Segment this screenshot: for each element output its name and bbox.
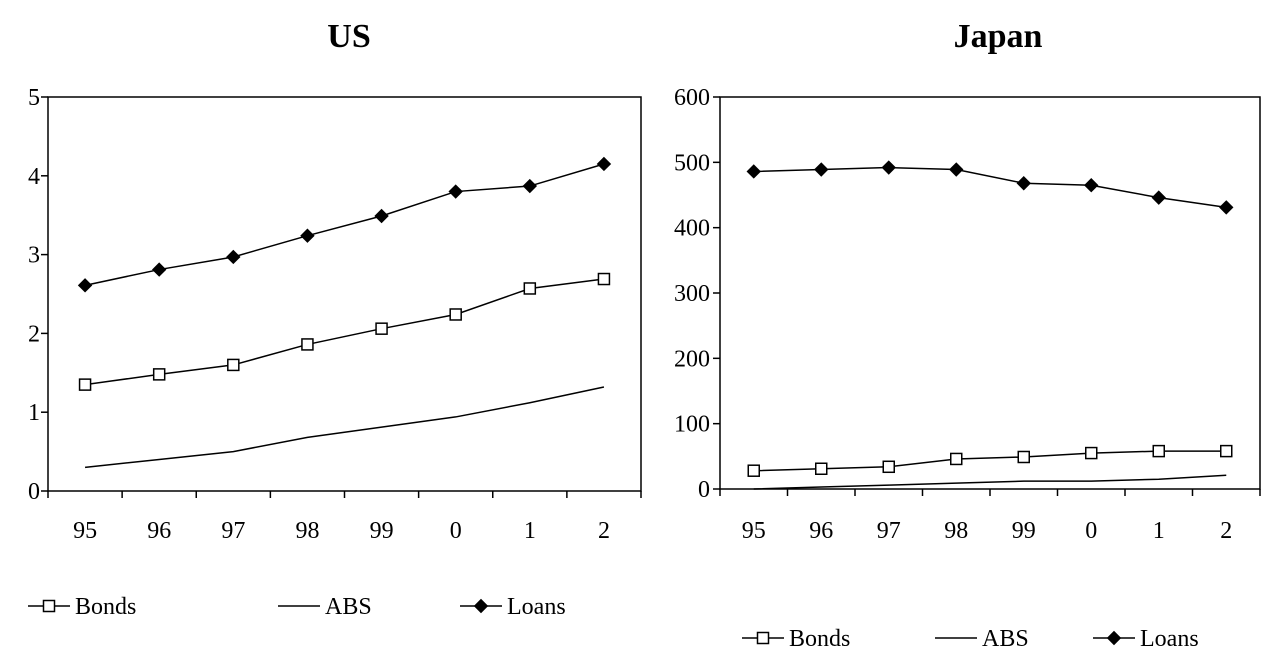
legend-label-loans: Loans — [1140, 626, 1199, 651]
legend-label-abs: ABS — [982, 626, 1029, 651]
data-point-loans — [522, 178, 538, 194]
data-point-bonds — [1085, 446, 1098, 460]
data-point-bonds — [1220, 444, 1233, 458]
data-point-loans — [300, 228, 315, 243]
y-tick-label: 0 — [28, 479, 40, 505]
chart-japan: Japan 0 100 200 300 400 500 600 95 96 97 98 99 0 1 2 B… — [674, 18, 1261, 651]
y-tick-label: 400 — [674, 216, 710, 242]
y-tick-label: 600 — [674, 85, 710, 111]
chart-us: US 0 1 2 3 4 5 95 96 97 98 99 0 1 2 Bonds ABS Loans — [28, 18, 642, 620]
y-tick-label: 200 — [674, 346, 710, 372]
x-tick-label: 95 — [742, 518, 766, 544]
y-tick-label: 5 — [28, 85, 40, 111]
data-point-loans — [1219, 200, 1234, 215]
x-tick-label: 98 — [295, 518, 319, 544]
data-point-bonds — [523, 282, 537, 295]
chart-title: Japan — [954, 18, 1043, 55]
legend-label-abs: ABS — [325, 594, 372, 620]
data-point-bonds — [882, 460, 895, 474]
x-tick-label: 0 — [450, 518, 462, 544]
x-tick-label: 1 — [524, 518, 536, 544]
x-tick-label: 96 — [147, 518, 171, 544]
series-line-bonds — [84, 278, 605, 386]
y-tick-label: 100 — [674, 412, 710, 438]
legend-label-bonds: Bonds — [75, 594, 136, 620]
data-point-loans — [77, 278, 93, 293]
data-point-loans — [881, 160, 896, 175]
data-point-loans — [226, 249, 241, 265]
chart-title: US — [327, 18, 370, 55]
data-point-loans — [746, 164, 761, 179]
legend-marker-bonds — [42, 599, 56, 613]
x-tick-label: 99 — [1012, 518, 1036, 544]
y-tick-label: 2 — [28, 321, 40, 347]
data-point-loans — [448, 184, 463, 199]
data-point-bonds — [747, 464, 760, 477]
legend-marker-bonds — [756, 631, 770, 645]
y-tick-label: 500 — [674, 150, 710, 176]
x-tick-label: 1 — [1153, 518, 1165, 544]
legend-label-bonds: Bonds — [789, 626, 850, 651]
data-point-bonds — [597, 272, 611, 286]
data-point-bonds — [78, 378, 92, 391]
data-point-loans — [1151, 190, 1166, 205]
x-tick-label: 2 — [598, 518, 610, 544]
data-point-bonds — [227, 358, 240, 372]
y-tick-label: 300 — [674, 281, 710, 307]
series-line-loans — [84, 163, 605, 287]
y-tick-label: 0 — [698, 477, 710, 503]
data-point-loans — [1016, 176, 1031, 191]
legend-marker-loans — [1106, 630, 1122, 646]
x-tick-label: 2 — [1220, 518, 1232, 544]
data-point-loans — [374, 208, 389, 224]
series-line-loans — [753, 166, 1227, 209]
data-point-bonds — [815, 462, 828, 475]
y-tick-label: 4 — [28, 164, 40, 190]
legend-label-loans: Loans — [507, 594, 566, 620]
data-point-bonds — [152, 368, 166, 381]
x-tick-label: 99 — [370, 518, 394, 544]
data-point-bonds — [950, 452, 963, 466]
y-tick-label: 3 — [28, 243, 40, 269]
data-point-bonds — [301, 338, 314, 351]
x-tick-label: 98 — [944, 518, 968, 544]
data-point-bonds — [1017, 450, 1030, 464]
data-point-bonds — [1152, 444, 1165, 458]
data-point-bonds — [375, 322, 388, 335]
data-point-loans — [949, 162, 964, 177]
y-tick-label: 1 — [28, 400, 40, 426]
data-point-loans — [1084, 177, 1099, 193]
series-line-abs — [753, 474, 1227, 490]
series-line-bonds — [753, 450, 1227, 472]
legend-marker-loans — [473, 598, 489, 614]
x-tick-label: 95 — [73, 518, 97, 544]
x-tick-label: 97 — [221, 518, 245, 544]
data-point-loans — [596, 156, 612, 172]
data-point-loans — [814, 162, 829, 177]
data-point-bonds — [449, 308, 462, 321]
data-point-loans — [151, 262, 167, 277]
x-tick-label: 97 — [877, 518, 901, 544]
x-tick-label: 0 — [1085, 518, 1097, 544]
x-tick-label: 96 — [809, 518, 833, 544]
plot-area-border — [719, 96, 1261, 490]
series-line-abs — [84, 386, 605, 469]
